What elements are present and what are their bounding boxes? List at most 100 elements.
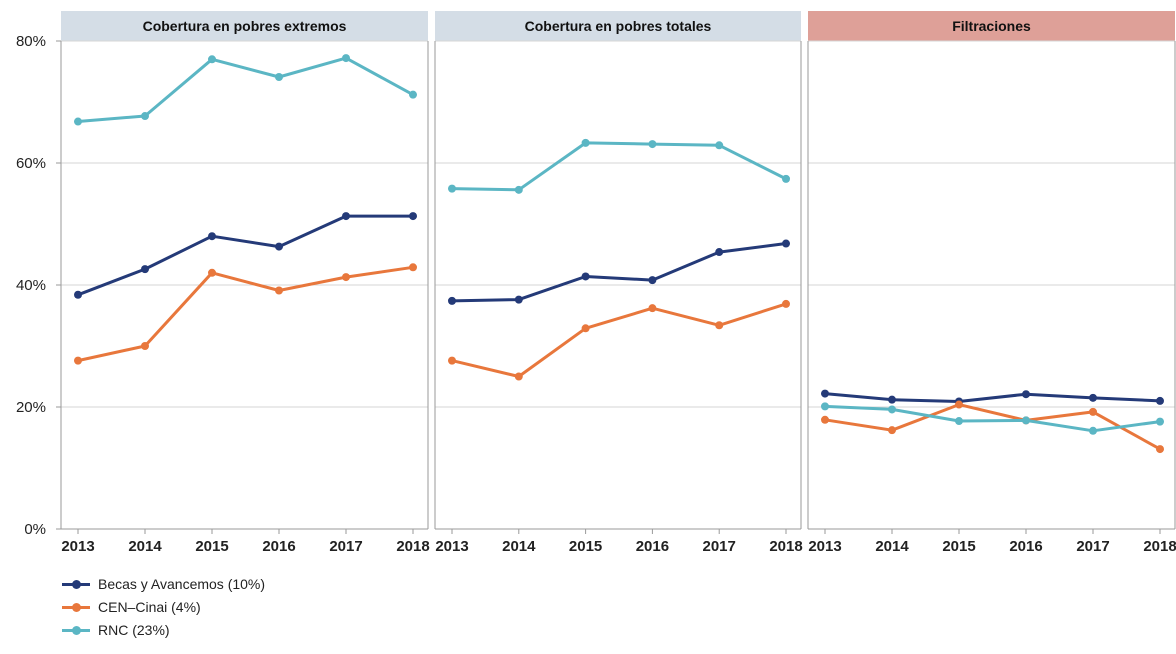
panel-1-series-rnc-23-point-2014 xyxy=(141,112,149,121)
panel-2-series-rnc-23-point-2016 xyxy=(648,140,657,149)
panel-3-series-cen-cinai-4-point-2017 xyxy=(1089,407,1097,416)
panel-3-header xyxy=(808,11,1175,41)
panel-1-series-cen-cinai-4-line xyxy=(77,265,414,363)
panel-2-series-cen-cinai-4-line xyxy=(451,302,787,378)
panel-1-xtick-2014: 2014 xyxy=(128,538,162,555)
panel-2-series-becas-y-avancemos-10-point-2014 xyxy=(514,295,523,304)
panel-2-series-becas-y-avancemos-10-point-2018 xyxy=(782,239,790,248)
panel-2-series-cen-cinai-4-point-2016 xyxy=(648,304,657,313)
panel-3-series-rnc-23-point-2016 xyxy=(1022,416,1030,425)
legend-swatch-becas xyxy=(62,576,90,592)
panel-2-series-cen-cinai-4-point-2014 xyxy=(514,372,523,381)
panel-1-series-cen-cinai-4-point-2017 xyxy=(342,273,350,282)
panel-3-series-rnc-23-point-2013 xyxy=(821,402,829,411)
legend-swatch-cen-cinai xyxy=(62,599,90,615)
legend-dot-becas xyxy=(72,579,81,589)
panel-2-series-rnc-23-line xyxy=(451,141,787,192)
panel-1-series-cen-cinai-4-point-2016 xyxy=(275,286,283,295)
panel-2-series-becas-y-avancemos-10-line xyxy=(451,242,787,303)
panel-1-series-rnc-23-point-2015 xyxy=(208,55,216,64)
ytick-1: 20% xyxy=(16,399,46,416)
legend: Becas y Avancemos (10%) CEN–Cinai (4%) R… xyxy=(62,572,265,641)
panel-1-series-rnc-23-point-2013 xyxy=(74,117,82,126)
panel-2-xtick-2017: 2017 xyxy=(703,538,736,555)
panel-3-series-cen-cinai-4-point-2015 xyxy=(955,400,963,409)
panel-1-series-becas-y-avancemos-10-point-2015 xyxy=(208,232,216,241)
panel-2-series-cen-cinai-4-point-2015 xyxy=(581,324,590,333)
panel-2-series-cen-cinai-4-point-2018 xyxy=(782,299,790,308)
legend-dot-rnc xyxy=(72,625,81,635)
panel-1-series-becas-y-avancemos-10-point-2017 xyxy=(342,212,350,221)
legend-item-rnc: RNC (23%) xyxy=(62,618,265,641)
panel-2-series-becas-y-avancemos-10-point-2015 xyxy=(581,272,590,281)
panel-1-series-rnc-23-point-2016 xyxy=(275,72,283,81)
panel-2-series-becas-y-avancemos-10-point-2013 xyxy=(448,296,456,305)
panel-2-header xyxy=(435,11,801,41)
panel-1-series-becas-y-avancemos-10-point-2016 xyxy=(275,242,283,251)
panel-3-series-rnc-23-line xyxy=(824,404,1161,433)
panel-3-title: Filtraciones xyxy=(952,18,1031,34)
panel-2-xtick-2013: 2013 xyxy=(435,538,468,555)
panel-1-xtick-2018: 2018 xyxy=(396,538,429,555)
panel-3-series-cen-cinai-4-point-2013 xyxy=(821,415,829,424)
panel-3-xtick-2016: 2016 xyxy=(1009,538,1042,555)
panel-1-series-cen-cinai-4-point-2014 xyxy=(141,342,149,350)
ytick-0: 0% xyxy=(24,521,46,538)
panel-1-xtick-2016: 2016 xyxy=(262,538,295,555)
panel-2-series-rnc-23-point-2015 xyxy=(581,138,590,147)
panel-2-title: Cobertura en pobres totales xyxy=(525,18,712,34)
panel-3-series-becas-y-avancemos-10-point-2013 xyxy=(821,389,829,398)
panel-1-series-becas-y-avancemos-10-point-2013 xyxy=(74,290,82,299)
ytick-3: 60% xyxy=(16,155,46,172)
panel-1-series-rnc-23-line xyxy=(77,56,414,123)
legend-swatch-rnc xyxy=(62,622,90,638)
panel-3-xtick-2018: 2018 xyxy=(1143,538,1176,555)
panel-2-series-rnc-23-point-2014 xyxy=(514,185,523,194)
panel-1-xtick-2017: 2017 xyxy=(329,538,362,555)
panel-1-series-becas-y-avancemos-10-point-2018 xyxy=(409,212,417,221)
panel-3-series-rnc-23-point-2015 xyxy=(955,417,963,426)
panel-2-series-rnc-23-point-2018 xyxy=(782,174,790,183)
legend-label-rnc: RNC (23%) xyxy=(98,621,170,638)
panel-1-xtick-2013: 2013 xyxy=(61,538,94,555)
panel-1-series-cen-cinai-4-point-2013 xyxy=(74,356,82,365)
panel-2-xtick-2014: 2014 xyxy=(502,538,536,555)
panel-3-series-cen-cinai-4-point-2018 xyxy=(1156,445,1164,454)
ytick-4: 80% xyxy=(16,33,46,50)
panel-3-xtick-2014: 2014 xyxy=(875,538,909,555)
panel-3-xtick-2017: 2017 xyxy=(1076,538,1109,555)
panel-2-series-rnc-23-point-2013 xyxy=(448,184,456,193)
panel-3-series-becas-y-avancemos-10-point-2017 xyxy=(1089,393,1097,402)
panel-1-series-cen-cinai-4-point-2018 xyxy=(409,263,417,272)
panel-2-xtick-2018: 2018 xyxy=(769,538,802,555)
panel-1-series-cen-cinai-4-point-2015 xyxy=(208,268,216,277)
panel-3-series-becas-y-avancemos-10-line xyxy=(824,392,1161,403)
panel-2-xtick-2015: 2015 xyxy=(569,538,602,555)
panel-1-series-becas-y-avancemos-10-point-2014 xyxy=(141,265,149,274)
panel-3-series-becas-y-avancemos-10-point-2018 xyxy=(1156,396,1164,405)
panel-2-series-cen-cinai-4-point-2013 xyxy=(448,356,456,365)
panel-3-series-rnc-23-point-2018 xyxy=(1156,417,1164,426)
panel-2-series-cen-cinai-4-point-2017 xyxy=(715,321,724,330)
panel-3-series-rnc-23-point-2017 xyxy=(1089,426,1097,435)
panel-2-series-becas-y-avancemos-10-point-2016 xyxy=(648,276,657,285)
legend-label-becas: Becas y Avancemos (10%) xyxy=(98,575,266,592)
panel-1-series-becas-y-avancemos-10-line xyxy=(77,214,413,297)
panel-1-title: Cobertura en pobres extremos xyxy=(143,18,347,34)
legend-label-cen-cinai: CEN–Cinai (4%) xyxy=(98,598,201,615)
panel-3-series-becas-y-avancemos-10-point-2014 xyxy=(888,395,896,404)
panel-1-header xyxy=(61,11,428,41)
panel-3-series-rnc-23-point-2014 xyxy=(888,405,896,414)
panel-3-series-cen-cinai-4-line xyxy=(824,403,1161,451)
ytick-2: 40% xyxy=(16,277,46,294)
panel-1-series-rnc-23-point-2017 xyxy=(342,54,350,63)
panel-3-series-cen-cinai-4-point-2014 xyxy=(888,426,896,435)
panel-1-series-rnc-23-point-2018 xyxy=(409,90,417,99)
panel-3-xtick-2015: 2015 xyxy=(942,538,975,555)
panel-3-xtick-2013: 2013 xyxy=(808,538,841,555)
panel-2-series-becas-y-avancemos-10-point-2017 xyxy=(715,248,724,257)
panel-2-series-rnc-23-point-2017 xyxy=(715,141,724,150)
panel-3-series-becas-y-avancemos-10-point-2016 xyxy=(1022,390,1030,399)
legend-item-becas: Becas y Avancemos (10%) xyxy=(62,572,265,595)
